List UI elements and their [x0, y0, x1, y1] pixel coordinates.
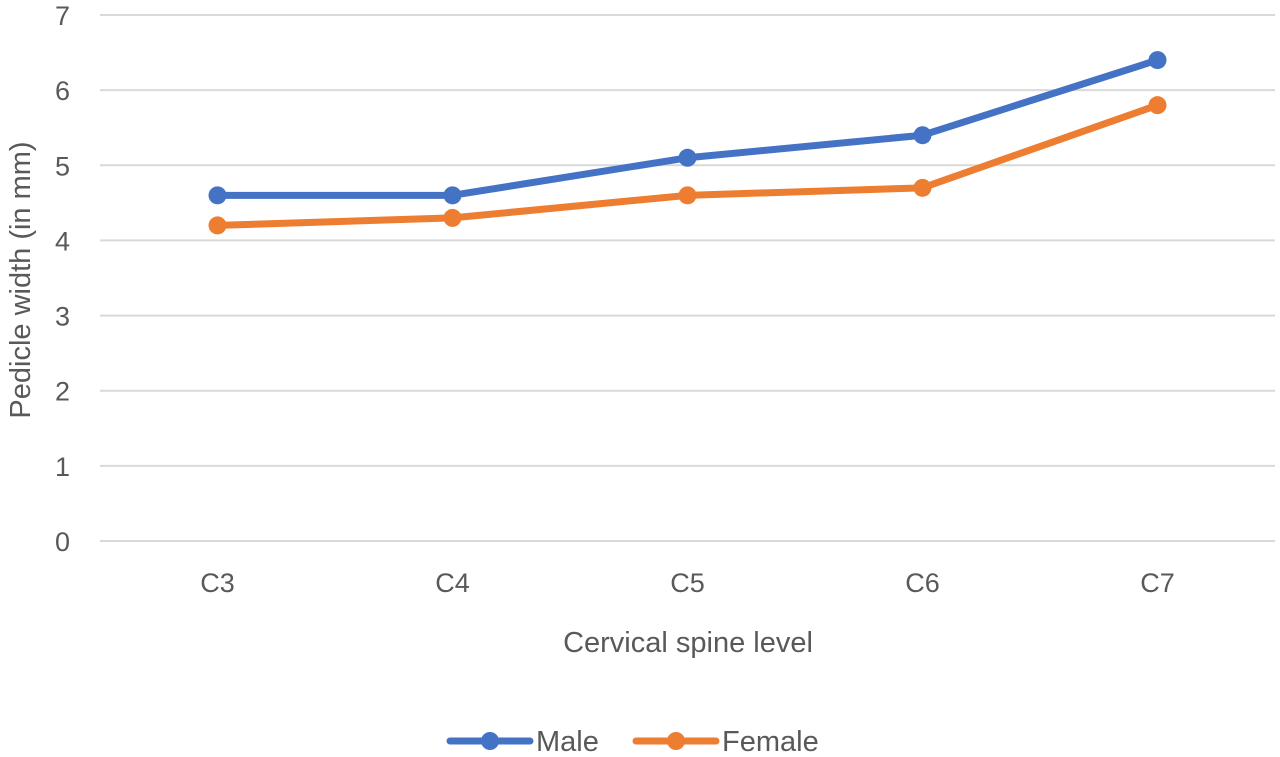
- legend-item-male: Male: [446, 726, 599, 757]
- y-tick-label: 1: [55, 452, 70, 482]
- data-point-male-c7: [1148, 51, 1167, 70]
- data-point-female-c6: [913, 178, 932, 197]
- x-tick-label-c5: C5: [670, 568, 705, 598]
- data-point-female-c3: [208, 216, 227, 235]
- y-tick-label: 4: [55, 226, 70, 256]
- x-tick-label-c7: C7: [1140, 568, 1175, 598]
- data-point-male-c3: [208, 186, 227, 205]
- series-male: [208, 51, 1167, 205]
- y-tick-label: 7: [55, 1, 70, 31]
- data-point-female-c4: [443, 208, 462, 227]
- legend-marker-female: [667, 732, 685, 750]
- x-tick-label-c3: C3: [200, 568, 235, 598]
- legend-item-female: Female: [632, 726, 819, 757]
- x-axis-ticks: C3 C4 C5 C6 C7: [200, 568, 1175, 598]
- data-point-female-c5: [678, 186, 697, 205]
- legend-label-male: Male: [536, 726, 599, 757]
- y-axis-title: Pedicle width (in mm): [5, 141, 37, 418]
- series-line-male: [214, 56, 1161, 199]
- legend-label-female: Female: [722, 726, 819, 757]
- y-tick-label: 6: [55, 76, 70, 106]
- y-axis-ticks: 0 1 2 3 4 5 6 7: [55, 1, 70, 557]
- y-tick-label: 3: [55, 302, 70, 332]
- x-axis-title: Cervical spine level: [563, 627, 813, 659]
- gridlines: [100, 14, 1275, 542]
- y-tick-label: 0: [55, 527, 70, 557]
- y-tick-label: 2: [55, 377, 70, 407]
- legend-marker-male: [481, 732, 499, 750]
- data-point-male-c6: [913, 126, 932, 145]
- series-female: [208, 96, 1167, 235]
- data-point-female-c7: [1148, 96, 1167, 115]
- legend: Male Female: [446, 726, 819, 757]
- x-tick-label-c6: C6: [905, 568, 940, 598]
- series-lines: [208, 51, 1167, 235]
- y-tick-label: 5: [55, 151, 70, 181]
- data-point-male-c4: [443, 186, 462, 205]
- x-tick-label-c4: C4: [435, 568, 470, 598]
- data-point-male-c5: [678, 148, 697, 167]
